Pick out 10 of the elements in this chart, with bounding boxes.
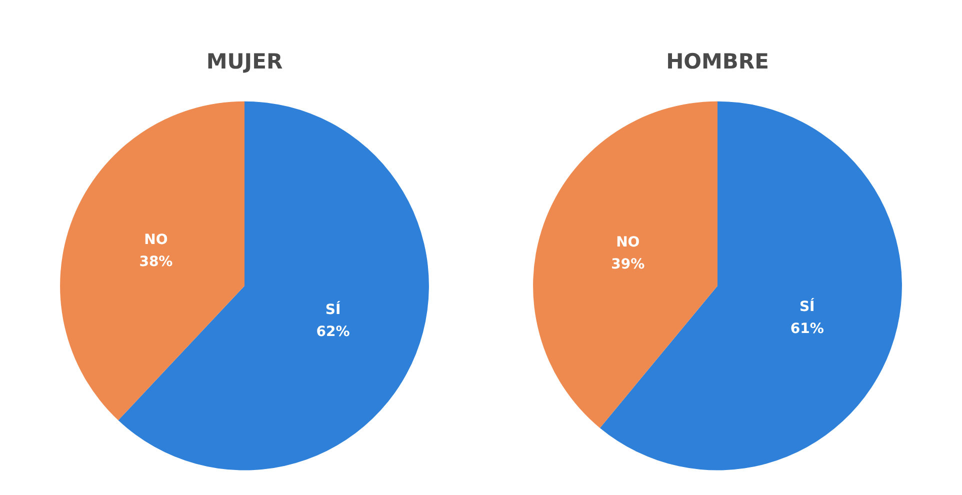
chart-title: MUJER <box>206 50 283 74</box>
data-label: 38% <box>139 254 173 270</box>
data-label: 62% <box>316 324 350 340</box>
slice-label: SÍ <box>325 300 341 318</box>
slice-label: SÍ <box>799 298 815 316</box>
data-label: 39% <box>611 256 645 273</box>
chart-title: HOMBRE <box>666 50 769 74</box>
slice-label: NO <box>144 232 168 248</box>
slice-label: NO <box>616 234 640 251</box>
data-label: 61% <box>790 321 824 338</box>
